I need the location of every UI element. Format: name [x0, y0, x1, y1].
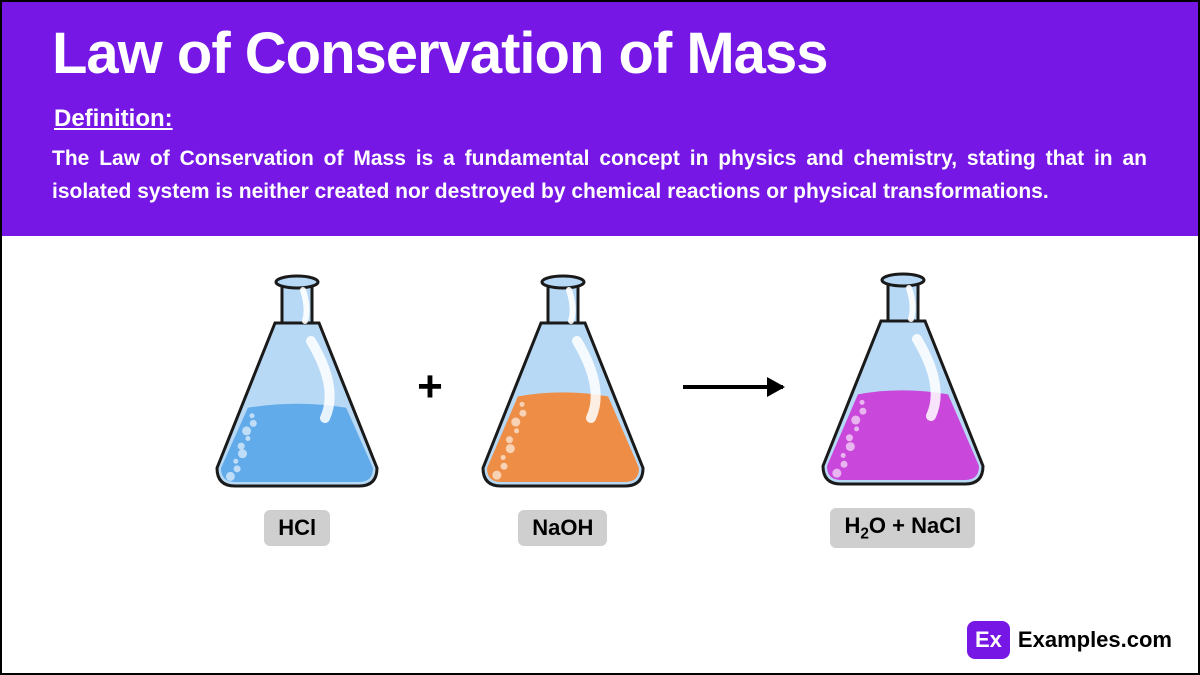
flask-unit-product: H2O + NaCl — [813, 266, 993, 548]
reaction-diagram: HCl + NaOH H2O + NaCl — [2, 236, 1198, 558]
flask-icon — [207, 268, 387, 498]
brand-logo: Ex Examples.com — [967, 621, 1172, 659]
page-title: Law of Conservation of Mass — [52, 20, 1148, 87]
header-section: Law of Conservation of Mass Definition: … — [2, 2, 1198, 236]
chem-label-hcl: HCl — [264, 510, 330, 546]
chem-label-product: H2O + NaCl — [830, 508, 975, 548]
plus-operator: + — [417, 362, 443, 412]
chem-label-naoh: NaOH — [518, 510, 607, 546]
flask-unit-hcl: HCl — [207, 268, 387, 546]
logo-box: Ex — [967, 621, 1010, 659]
logo-text: Examples.com — [1018, 627, 1172, 653]
flask-unit-naoh: NaOH — [473, 268, 653, 546]
definition-label: Definition: — [54, 105, 1148, 133]
arrow-icon — [683, 385, 783, 389]
flask-icon — [473, 268, 653, 498]
definition-text: The Law of Conservation of Mass is a fun… — [52, 143, 1147, 208]
flask-icon — [813, 266, 993, 496]
